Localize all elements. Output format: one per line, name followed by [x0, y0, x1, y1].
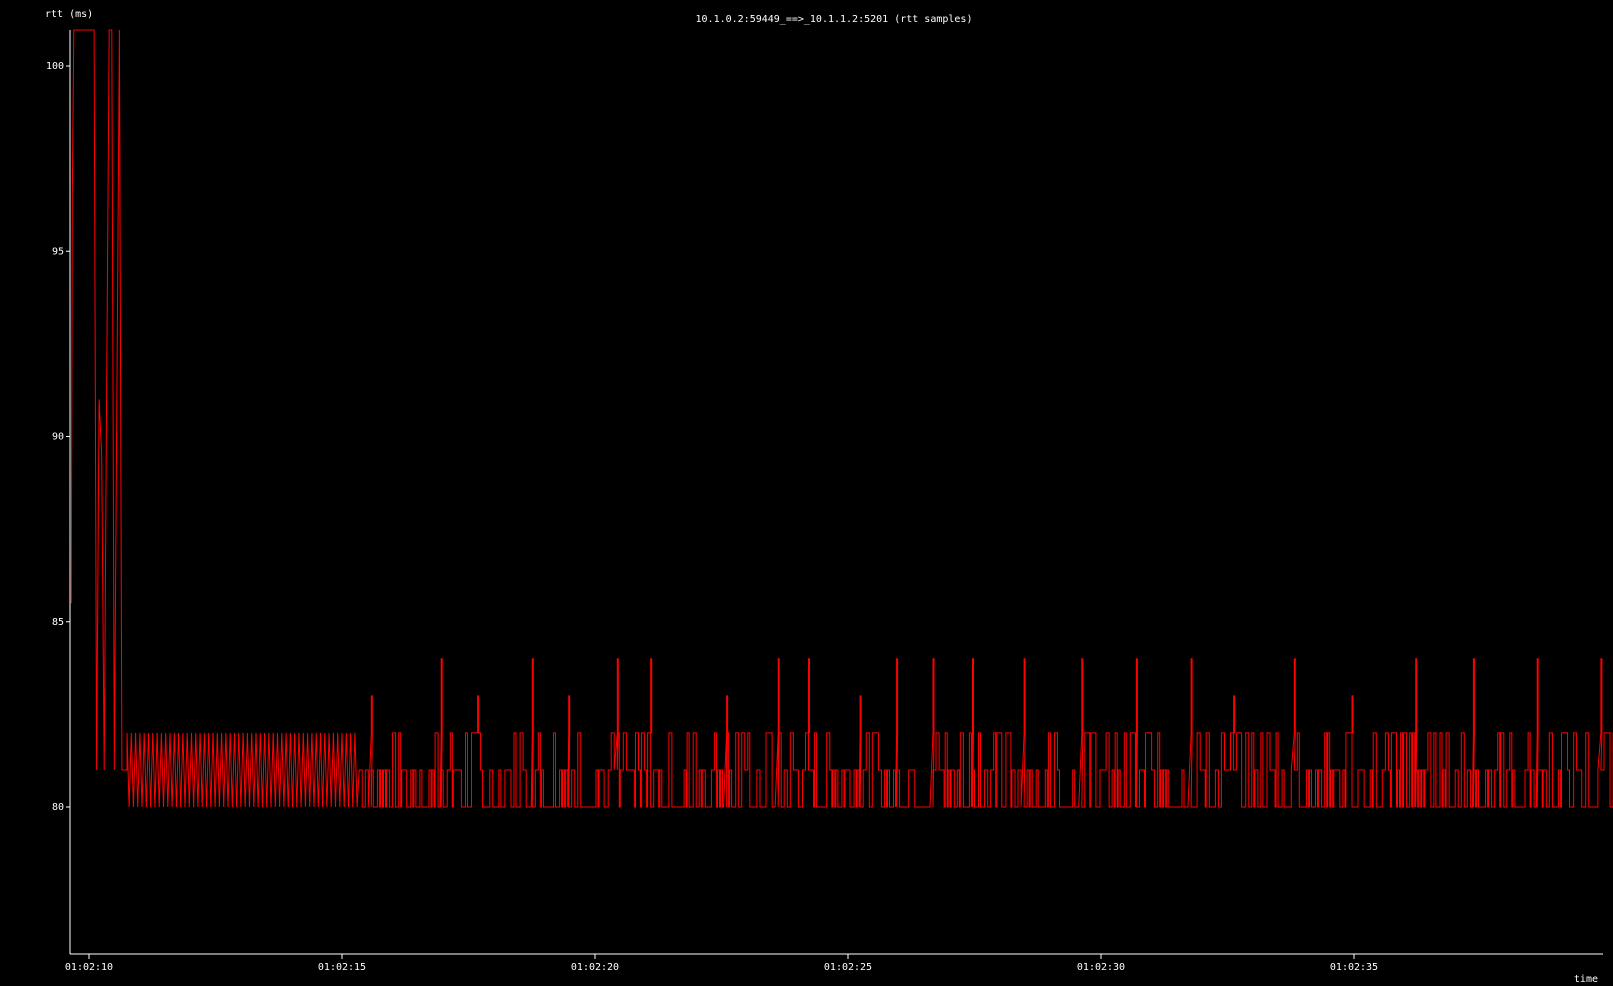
x-tick-label: 01:02:35	[1330, 962, 1378, 973]
rtt-series	[70, 29, 1613, 808]
x-tick-label: 01:02:10	[65, 962, 113, 973]
axis-ticks: 80 85 90 95 100 01:02:10 01:02:15 01:02:20 01:02…	[46, 61, 1378, 973]
axes	[69, 30, 1603, 955]
y-tick-label: 95	[52, 246, 64, 257]
y-tick-label: 90	[52, 432, 64, 443]
x-tick-label: 01:02:15	[318, 962, 366, 973]
x-tick-label: 01:02:30	[1077, 962, 1125, 973]
y-axis-label: rtt (ms)	[45, 9, 93, 20]
y-tick-label: 100	[46, 61, 64, 72]
rtt-series-line	[70, 29, 1613, 808]
x-axis-label: time	[1574, 974, 1598, 985]
x-tick-label: 01:02:25	[824, 962, 872, 973]
y-tick-label: 80	[52, 802, 64, 813]
x-tick-label: 01:02:20	[571, 962, 619, 973]
y-tick-label: 85	[52, 617, 64, 628]
chart-title: 10.1.0.2:59449_==>_10.1.1.2:5201 (rtt sa…	[696, 14, 973, 25]
